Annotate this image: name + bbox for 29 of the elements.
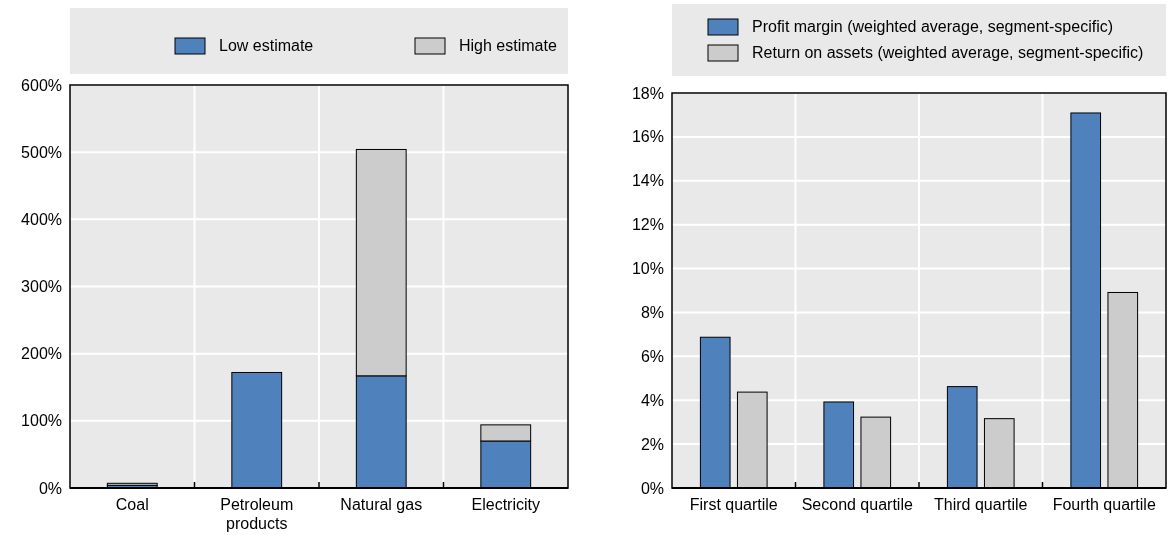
x-tick-label: Petroleum products	[220, 496, 294, 532]
x-tick-label: First quartile	[689, 496, 778, 513]
y-tick-label: 100%	[21, 412, 62, 430]
y-tick-label: 200%	[21, 345, 62, 363]
legend-label: High estimate	[459, 37, 557, 54]
legend-label: Low estimate	[219, 37, 314, 54]
x-tick-label: Third quartile	[934, 496, 1028, 513]
y-tick-label: 400%	[21, 210, 62, 228]
y-tick-label: 12%	[631, 216, 664, 234]
y-tick-label: 10%	[631, 260, 664, 278]
y-tick-label: 600%	[21, 76, 62, 94]
y-tick-label: 500%	[21, 143, 62, 161]
y-tick-label: 14%	[631, 172, 664, 190]
y-tick-label: 18%	[631, 84, 664, 102]
x-tick-label: Natural gas	[340, 496, 423, 513]
x-tick-label: Electricity	[471, 496, 540, 513]
y-tick-label: 6%	[640, 347, 664, 365]
x-tick-label: Fourth quartile	[1052, 496, 1156, 513]
y-tick-label: 2%	[640, 435, 664, 453]
y-tick-label: 0%	[640, 479, 664, 497]
y-tick-label: 0%	[38, 479, 62, 497]
legend-label: Return on assets (weighted average, segment-specific)	[752, 44, 1144, 61]
y-tick-label: 300%	[21, 278, 62, 296]
y-tick-label: 4%	[640, 391, 664, 409]
y-tick-label: 16%	[631, 128, 664, 146]
x-tick-label: Second quartile	[801, 496, 913, 513]
y-tick-label: 8%	[640, 304, 664, 322]
x-tick-label: Coal	[115, 496, 149, 513]
legend-label: Profit margin (weighted average, segment-specific)	[752, 18, 1114, 35]
